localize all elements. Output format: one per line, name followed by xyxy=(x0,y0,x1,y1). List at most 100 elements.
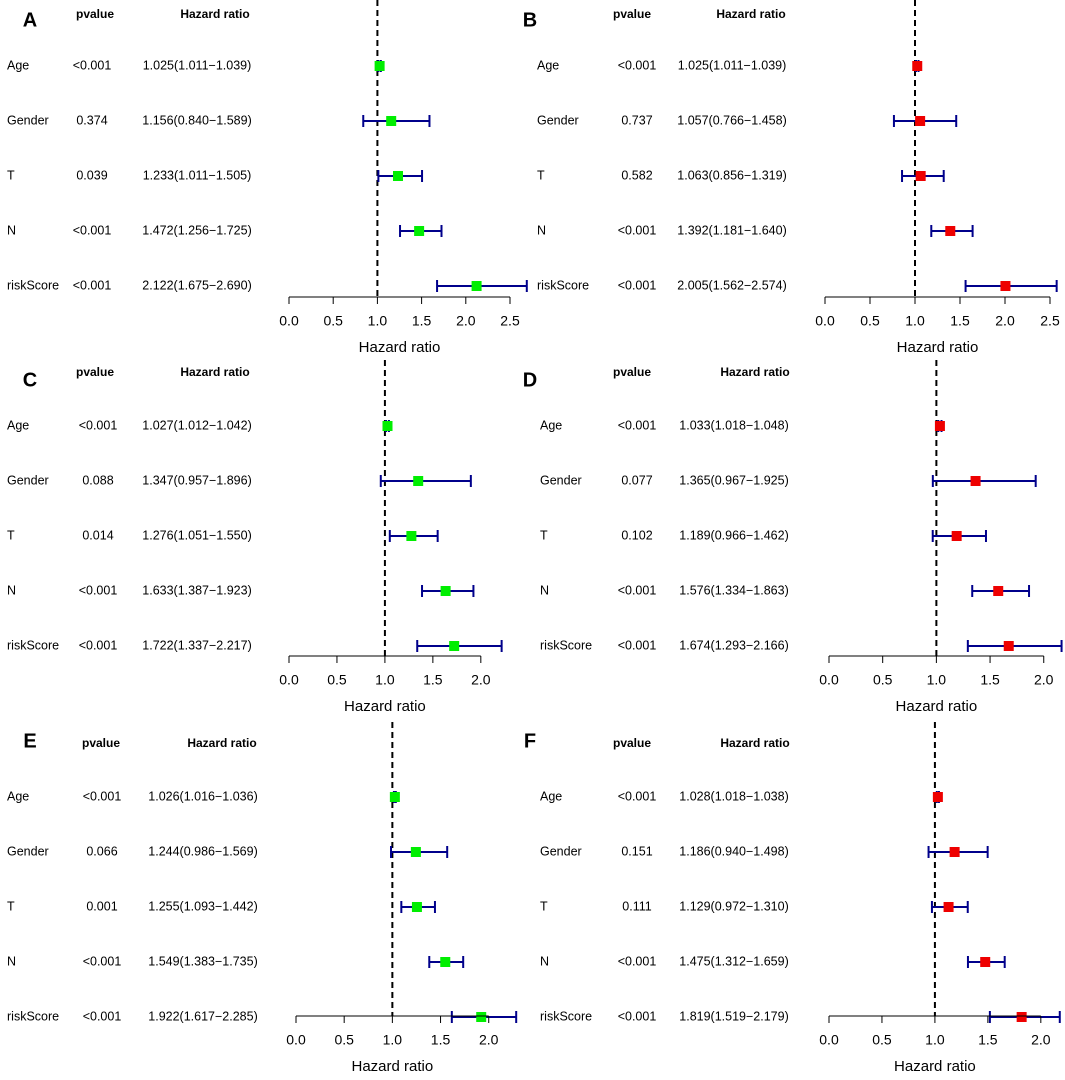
row-hazard-ratio-text: 1.365(0.967−1.925) xyxy=(679,473,788,487)
row-pvalue: <0.001 xyxy=(618,583,657,597)
row-label: N xyxy=(540,583,549,597)
row-hazard-ratio-text: 1.063(0.856−1.319) xyxy=(677,168,786,182)
row-hazard-ratio-text: 1.472(1.256−1.725) xyxy=(142,223,251,237)
row-label: Gender xyxy=(7,844,49,858)
hazard-ratio-marker xyxy=(1000,281,1011,291)
hazard-ratio-marker xyxy=(440,586,451,596)
row-label: riskScore xyxy=(537,278,589,292)
x-tick-label: 1.5 xyxy=(950,313,970,329)
row-hazard-ratio-text: 1.347(0.957−1.896) xyxy=(142,473,251,487)
x-axis-label: Hazard ratio xyxy=(894,1058,976,1075)
row-hazard-ratio-text: 1.057(0.766−1.458) xyxy=(677,113,786,127)
hazard-ratio-marker xyxy=(934,421,945,431)
hazard-ratio-marker xyxy=(471,281,482,291)
row-label: Gender xyxy=(540,473,582,487)
x-tick-label: 0.5 xyxy=(873,672,893,688)
hazard-ratio-marker xyxy=(411,902,422,912)
x-axis-label: Hazard ratio xyxy=(359,339,441,356)
x-tick-label: 0.5 xyxy=(323,313,343,329)
hazard-ratio-marker xyxy=(374,61,385,71)
panel-label: C xyxy=(23,369,37,391)
row-pvalue: <0.001 xyxy=(73,223,112,237)
row-hazard-ratio-text: 1.576(1.334−1.863) xyxy=(679,583,788,597)
hazard-ratio-marker xyxy=(915,171,926,181)
hazard-ratio-marker xyxy=(410,847,421,857)
hazard-ratio-header: Hazard ratio xyxy=(720,736,789,750)
row-label: N xyxy=(537,223,546,237)
x-tick-label: 0.5 xyxy=(334,1032,354,1048)
x-tick-label: 2.5 xyxy=(1040,313,1060,329)
row-pvalue: <0.001 xyxy=(618,1009,657,1023)
x-axis-label: Hazard ratio xyxy=(897,339,979,356)
row-pvalue: 0.374 xyxy=(76,113,107,127)
x-tick-label: 0.5 xyxy=(872,1032,892,1048)
hazard-ratio-marker xyxy=(943,902,954,912)
hazard-ratio-marker xyxy=(980,957,991,967)
x-tick-label: 1.0 xyxy=(375,672,395,688)
pvalue-header: pvalue xyxy=(82,736,120,750)
hazard-ratio-header: Hazard ratio xyxy=(716,7,785,21)
row-hazard-ratio-text: 1.033(1.018−1.048) xyxy=(679,418,788,432)
hazard-ratio-header: Hazard ratio xyxy=(180,365,249,379)
pvalue-header: pvalue xyxy=(613,7,651,21)
row-pvalue: 0.039 xyxy=(76,168,107,182)
row-label: Gender xyxy=(540,844,582,858)
row-label: T xyxy=(7,528,15,542)
row-label: riskScore xyxy=(7,1009,59,1023)
row-hazard-ratio-text: 1.255(1.093−1.442) xyxy=(148,899,257,913)
row-pvalue: 0.088 xyxy=(82,473,113,487)
panel-label: F xyxy=(524,730,536,752)
row-hazard-ratio-text: 1.025(1.011−1.039) xyxy=(678,58,787,72)
row-label: N xyxy=(7,223,16,237)
row-pvalue: <0.001 xyxy=(618,954,657,968)
hazard-ratio-marker xyxy=(449,641,460,651)
row-pvalue: 0.077 xyxy=(621,473,652,487)
pvalue-header: pvalue xyxy=(613,365,651,379)
x-tick-label: 2.0 xyxy=(471,672,491,688)
panel-label: A xyxy=(23,9,37,31)
x-tick-label: 0.0 xyxy=(279,672,299,688)
row-hazard-ratio-text: 1.633(1.387−1.923) xyxy=(142,583,251,597)
panel-label: B xyxy=(523,9,537,31)
row-label: Age xyxy=(7,58,29,72)
x-axis-label: Hazard ratio xyxy=(344,698,426,715)
x-tick-label: 2.0 xyxy=(995,313,1015,329)
x-tick-label: 0.0 xyxy=(286,1032,306,1048)
x-tick-label: 1.5 xyxy=(980,672,1000,688)
x-tick-label: 2.5 xyxy=(500,313,520,329)
x-tick-label: 0.0 xyxy=(819,1032,839,1048)
x-tick-label: 1.0 xyxy=(383,1032,403,1048)
x-tick-label: 1.5 xyxy=(431,1032,451,1048)
row-label: Age xyxy=(540,418,562,432)
row-pvalue: 0.066 xyxy=(86,844,117,858)
row-pvalue: <0.001 xyxy=(83,954,122,968)
row-hazard-ratio-text: 1.186(0.940−1.498) xyxy=(679,844,788,858)
row-pvalue: <0.001 xyxy=(83,789,122,803)
row-hazard-ratio-text: 1.276(1.051−1.550) xyxy=(142,528,251,542)
row-hazard-ratio-text: 1.244(0.986−1.569) xyxy=(148,844,257,858)
row-pvalue: <0.001 xyxy=(83,1009,122,1023)
hazard-ratio-marker xyxy=(389,792,400,802)
x-tick-label: 1.0 xyxy=(927,672,947,688)
x-tick-label: 2.0 xyxy=(456,313,476,329)
row-pvalue: <0.001 xyxy=(618,58,657,72)
row-label: N xyxy=(7,583,16,597)
row-label: N xyxy=(540,954,549,968)
pvalue-header: pvalue xyxy=(76,7,114,21)
row-hazard-ratio-text: 1.722(1.337−2.217) xyxy=(142,638,251,652)
row-pvalue: <0.001 xyxy=(79,583,118,597)
hazard-ratio-marker xyxy=(392,171,403,181)
row-pvalue: <0.001 xyxy=(618,418,657,432)
row-label: Gender xyxy=(7,113,49,127)
row-label: riskScore xyxy=(540,1009,592,1023)
row-hazard-ratio-text: 1.549(1.383−1.735) xyxy=(148,954,257,968)
row-hazard-ratio-text: 1.922(1.617−2.285) xyxy=(148,1009,257,1023)
hazard-ratio-marker xyxy=(932,792,943,802)
row-pvalue: <0.001 xyxy=(73,58,112,72)
row-pvalue: <0.001 xyxy=(79,638,118,652)
